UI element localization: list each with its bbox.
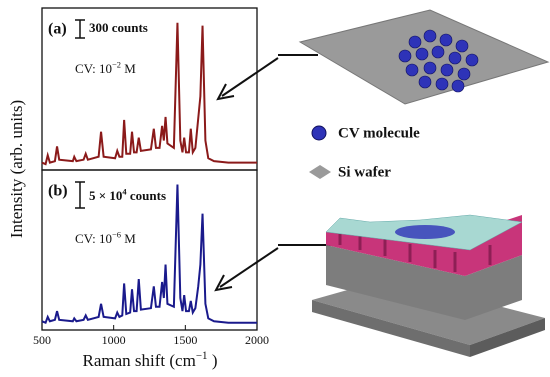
concentration-label-part: −6	[112, 229, 121, 239]
legend-label: CV molecule	[338, 125, 420, 141]
arrow	[219, 247, 279, 288]
scale-label-part: 4	[122, 186, 127, 196]
arrow-head	[214, 274, 233, 292]
arrow	[221, 57, 279, 97]
concentration-label: CV: 10−6 M	[75, 229, 136, 246]
scale-label-part: 5 × 10	[89, 188, 122, 203]
x-tick-label: 1500	[173, 333, 197, 347]
concentration-label-part: M	[121, 61, 136, 76]
legend-swatch	[311, 125, 327, 141]
x-tick-label: 2000	[245, 333, 269, 347]
x-axis-label-part: Raman shift (cm	[83, 351, 196, 370]
concentration-label-part: −2	[112, 59, 121, 69]
y-axis-label: Intensity (arb. units)	[7, 100, 26, 238]
nanostructure-illustration	[312, 214, 545, 357]
spectrum	[41, 184, 257, 325]
x-tick-label: 500	[33, 333, 51, 347]
scale-label: 5 × 104 counts	[89, 186, 166, 203]
x-axis-label-part: )	[208, 351, 218, 370]
concentration-label-part: CV: 10	[75, 61, 112, 76]
x-axis-label: Raman shift (cm−1 )	[83, 350, 218, 370]
concentration-label: CV: 10−2 M	[75, 59, 136, 76]
spectrum	[41, 22, 257, 166]
plot-frame	[41, 7, 258, 171]
panel-label: (a)	[48, 21, 67, 38]
plot-frame	[41, 169, 258, 331]
arrows	[214, 54, 335, 292]
x-axis-label-part: −1	[196, 350, 208, 362]
legend-swatch	[309, 165, 331, 179]
scale-label-part: counts	[127, 188, 166, 203]
wafer-illustration	[298, 9, 550, 105]
concentration-label-part: CV: 10	[75, 231, 112, 246]
panel-label: (b)	[48, 183, 68, 200]
x-tick-label: 1000	[102, 333, 126, 347]
legend-label: Si wafer	[338, 164, 391, 180]
scale-label: 300 counts	[89, 20, 148, 35]
concentration-label-part: M	[121, 231, 136, 246]
arrow-head	[216, 83, 235, 101]
